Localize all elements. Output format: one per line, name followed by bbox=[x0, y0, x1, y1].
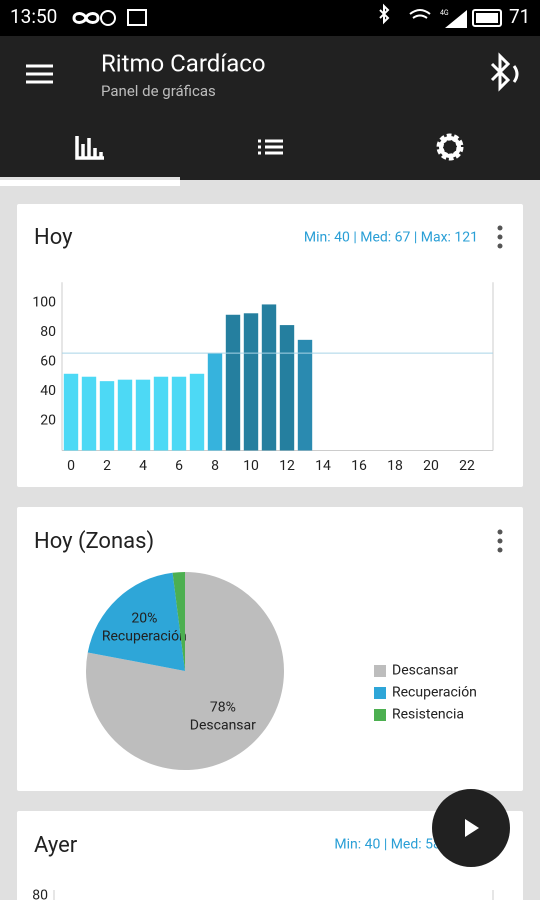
x-tick-label: 8 bbox=[211, 458, 219, 474]
y-tick-label: 80 bbox=[40, 324, 56, 340]
status-time: 13:50 bbox=[10, 5, 57, 28]
slice-name-label: Recuperación bbox=[102, 628, 187, 644]
battery-level bbox=[476, 13, 498, 23]
bar bbox=[279, 325, 295, 451]
legend-label: Recuperación bbox=[392, 685, 477, 701]
bar bbox=[99, 381, 115, 451]
tab-indicator bbox=[0, 177, 180, 180]
y-tick-label: 40 bbox=[40, 383, 56, 399]
legend-swatch bbox=[374, 709, 386, 721]
legend-label: Resistencia bbox=[392, 707, 464, 723]
bar bbox=[153, 376, 169, 451]
card-title: Hoy bbox=[34, 225, 73, 250]
legend-swatch bbox=[374, 687, 386, 699]
battery-percent: 71 bbox=[509, 5, 530, 28]
bluetooth-button[interactable] bbox=[490, 52, 519, 92]
menu-button[interactable] bbox=[26, 64, 53, 84]
tab-list[interactable] bbox=[258, 139, 283, 155]
bar bbox=[243, 313, 259, 451]
status-bar bbox=[0, 0, 540, 36]
x-tick-label: 4 bbox=[139, 458, 147, 474]
bar bbox=[225, 314, 241, 451]
tab-charts[interactable] bbox=[75, 136, 104, 160]
x-tick-label: 22 bbox=[459, 458, 475, 474]
pie-slice bbox=[172, 572, 185, 671]
bar bbox=[171, 376, 187, 451]
bar bbox=[81, 376, 97, 451]
x-tick-label: 10 bbox=[243, 458, 259, 474]
legend-label: Descansar bbox=[392, 663, 458, 679]
card-menu[interactable] bbox=[497, 529, 503, 553]
bar bbox=[189, 373, 205, 451]
app-title: Ritmo Cardíaco bbox=[101, 49, 266, 77]
chart: 20 40 60 80 100 0 2 4 6 8 10 12 14 16 18 20 22 bbox=[32, 282, 494, 474]
card-title: Hoy (Zonas) bbox=[34, 529, 154, 554]
card bbox=[17, 811, 523, 900]
x-tick-label: 2 bbox=[103, 458, 111, 474]
legend-swatch bbox=[374, 665, 386, 677]
x-tick-label: 6 bbox=[175, 458, 183, 474]
x-tick-label: 18 bbox=[387, 458, 403, 474]
x-tick-label: 12 bbox=[279, 458, 295, 474]
y-tick-label: 20 bbox=[40, 413, 56, 429]
x-tick-label: 14 bbox=[315, 458, 331, 474]
y-tick-label: 100 bbox=[32, 295, 56, 311]
bar bbox=[117, 379, 133, 451]
y-tick-label: 80 bbox=[32, 888, 48, 900]
chart: 80 bbox=[32, 888, 494, 900]
pie-slice bbox=[87, 572, 185, 671]
status-icons bbox=[72, 3, 502, 27]
signal-icon bbox=[445, 10, 467, 28]
previous-card-edge bbox=[0, 180, 180, 186]
x-tick-label: 20 bbox=[423, 458, 439, 474]
bar bbox=[207, 353, 223, 451]
bar bbox=[297, 339, 313, 451]
play-button[interactable] bbox=[432, 789, 510, 867]
card-stats: Min: 40 | Med: 67 | Max: 121 bbox=[304, 230, 478, 246]
tab-settings[interactable] bbox=[436, 133, 464, 161]
slice-name-label: Descansar bbox=[190, 717, 256, 733]
bar bbox=[261, 304, 277, 451]
card-title: Ayer bbox=[34, 833, 78, 858]
y-tick-label: 60 bbox=[40, 354, 56, 370]
x-tick-label: 0 bbox=[67, 458, 75, 474]
network-type: 4G bbox=[440, 9, 449, 17]
x-tick-label: 16 bbox=[351, 458, 367, 474]
card-menu[interactable] bbox=[497, 225, 503, 249]
app-subtitle: Panel de gráficas bbox=[101, 82, 216, 100]
slice-value-label: 20% bbox=[131, 610, 157, 626]
slice-value-label: 78% bbox=[210, 699, 236, 715]
chart: 78% Descansar 20% Recuperación Descansar Recu… bbox=[86, 572, 477, 770]
bar bbox=[63, 373, 79, 451]
bar bbox=[135, 379, 151, 451]
